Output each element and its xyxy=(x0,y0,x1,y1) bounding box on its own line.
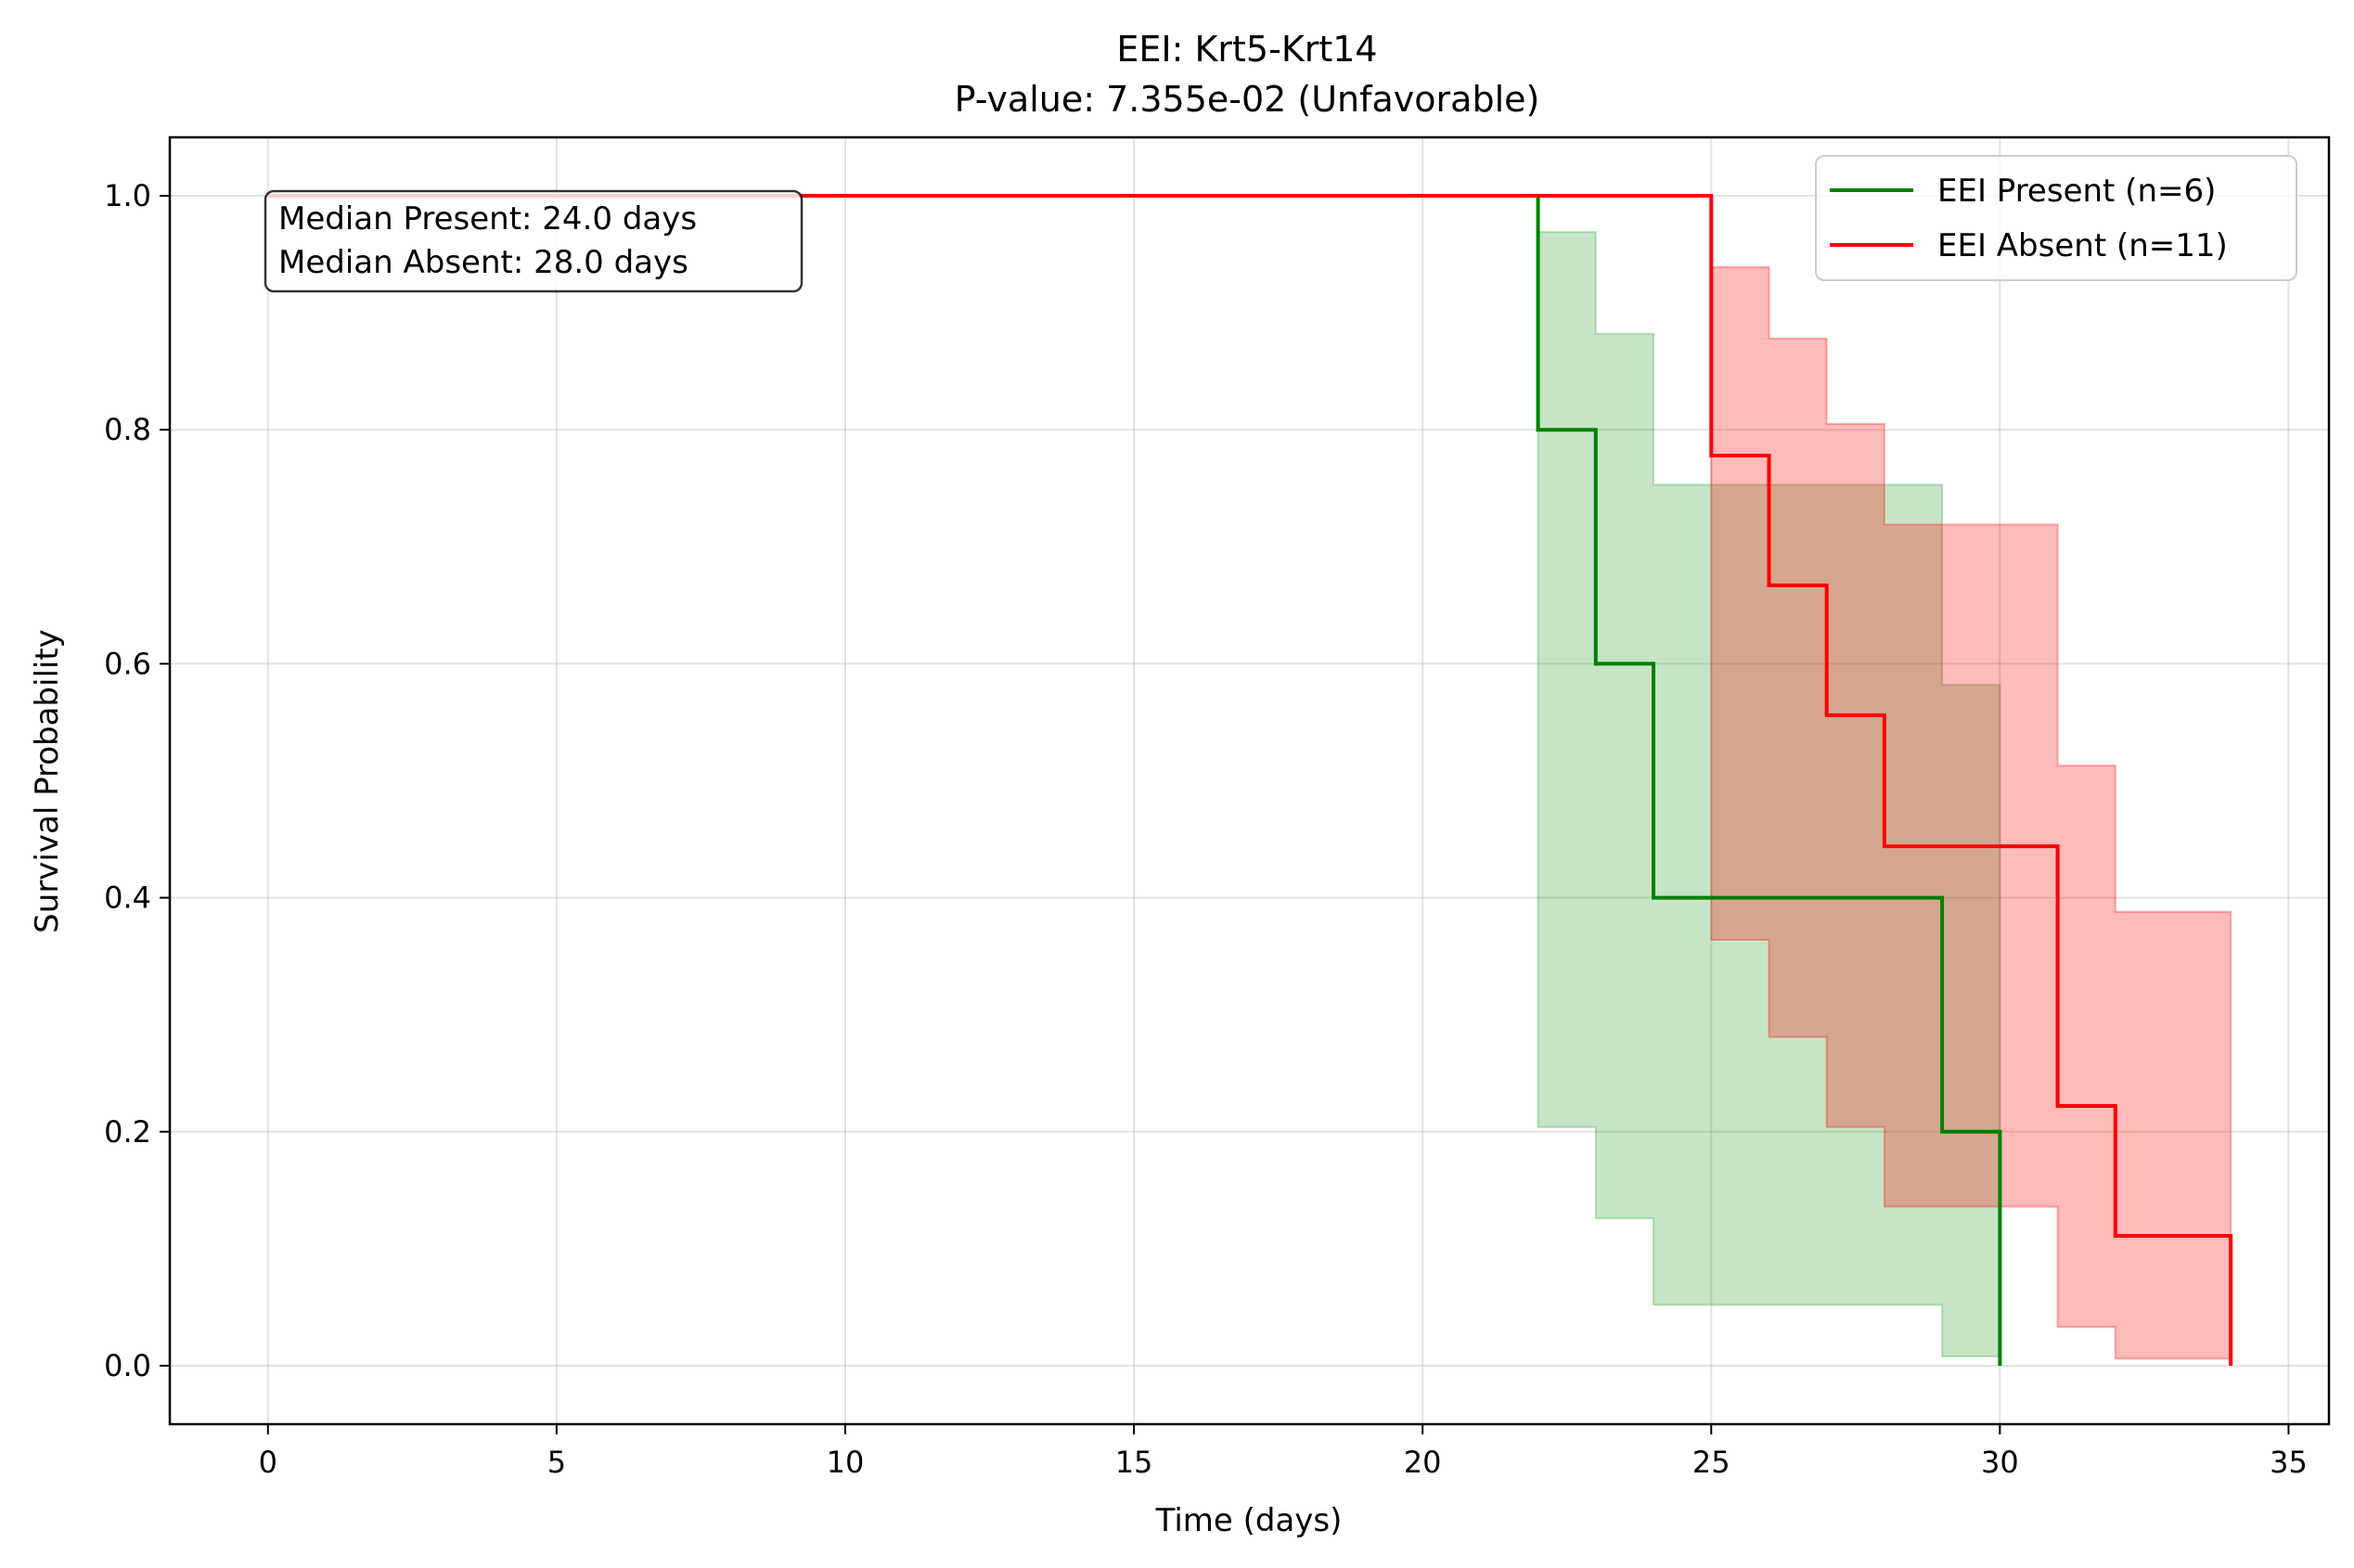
y-tick-label: 0.4 xyxy=(104,880,151,916)
chart-subtitle: P-value: 7.355e-02 (Unfavorable) xyxy=(955,79,1540,120)
confidence-band-present xyxy=(267,195,2001,1357)
annotation-line-absent: Median Absent: 28.0 days xyxy=(278,244,688,281)
confidence-bands xyxy=(267,195,2232,1360)
legend-box xyxy=(1815,155,2297,281)
chart-title: EEI: Krt5-Krt14 xyxy=(1116,29,1377,70)
x-tick-label: 5 xyxy=(547,1445,566,1480)
plot-frame xyxy=(168,135,2331,1426)
y-tick-label: 0.0 xyxy=(104,1348,151,1383)
x-tick-label: 35 xyxy=(2270,1445,2308,1480)
x-tick-label: 0 xyxy=(259,1445,277,1480)
survival-curve-present xyxy=(267,194,2002,1366)
x-tick-label: 25 xyxy=(1692,1445,1730,1480)
annotation-box xyxy=(264,189,804,293)
legend: EEI Present (n=6) EEI Absent (n=11) xyxy=(1815,155,2297,281)
confidence-band-absent xyxy=(267,195,2232,1360)
y-axis-ticks: 0.0 0.2 0.4 0.6 0.8 1.0 xyxy=(104,178,170,1383)
legend-label-absent: EEI Absent (n=11) xyxy=(1937,227,2228,264)
y-tick-label: 1.0 xyxy=(104,178,151,213)
y-tick-label: 0.6 xyxy=(104,646,151,681)
annotation-line-present: Median Present: 24.0 days xyxy=(278,200,697,238)
median-annotation: Median Present: 24.0 days Median Absent:… xyxy=(264,189,804,293)
y-axis-label: Survival Probability xyxy=(29,629,66,933)
y-tick-label: 0.8 xyxy=(104,412,151,447)
survival-curves xyxy=(267,194,2233,1366)
x-axis-label: Time (days) xyxy=(1155,1502,1343,1539)
y-tick-label: 0.2 xyxy=(104,1114,151,1150)
x-tick-label: 20 xyxy=(1404,1445,1442,1480)
x-tick-label: 15 xyxy=(1115,1445,1153,1480)
survival-curve-absent xyxy=(267,194,2233,1366)
x-tick-label: 30 xyxy=(1981,1445,2019,1480)
legend-label-present: EEI Present (n=6) xyxy=(1937,173,2216,210)
x-axis-ticks: 0 5 10 15 20 25 30 35 xyxy=(259,1424,2308,1480)
x-tick-label: 10 xyxy=(827,1445,865,1480)
